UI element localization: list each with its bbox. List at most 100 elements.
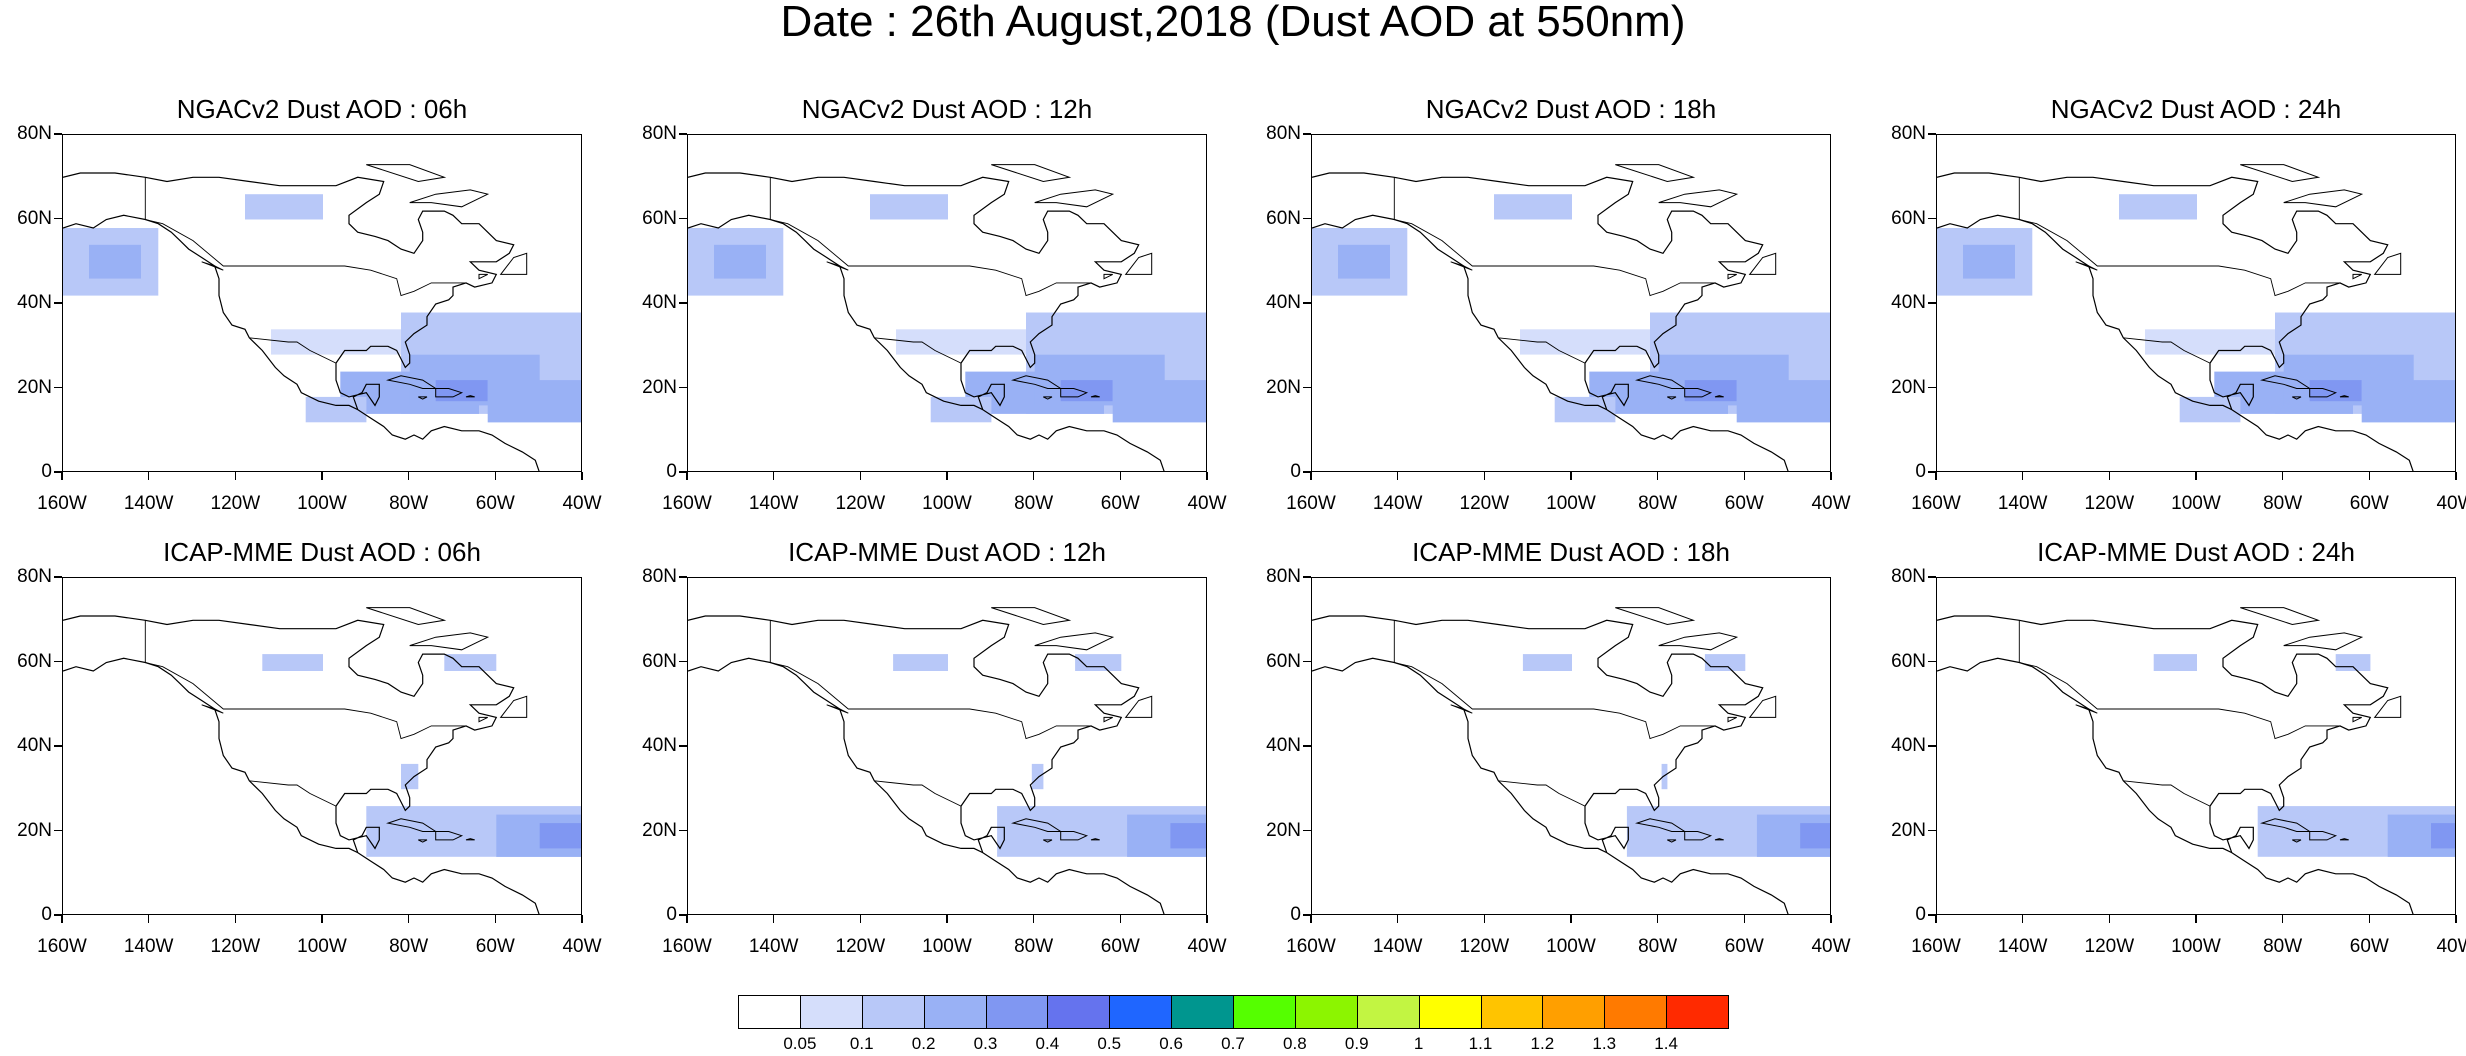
lat-tick-label: 80N xyxy=(1891,566,1926,587)
island-outline xyxy=(1450,261,1473,271)
colorbar-label: 0.5 xyxy=(1097,1034,1122,1053)
panel-title: ICAP-MME Dust AOD : 06h xyxy=(163,537,481,567)
dust-aod-shading xyxy=(1338,244,1390,279)
island-outline xyxy=(499,252,528,275)
island-outline xyxy=(465,395,475,398)
panel-title: NGACv2 Dust AOD : 06h xyxy=(176,94,468,124)
colorbar-swatch xyxy=(1666,995,1729,1029)
lat-tick-mark xyxy=(54,745,62,747)
colorbar-label: 0.6 xyxy=(1159,1034,1183,1053)
lon-tick-label: 160W xyxy=(662,936,712,957)
map-svg xyxy=(63,164,581,471)
lat-tick-mark xyxy=(54,829,62,831)
colorbar-label: 1.1 xyxy=(1468,1034,1493,1053)
colorbar-swatch xyxy=(1356,995,1420,1029)
country-border xyxy=(1498,337,1586,364)
island-outline xyxy=(1060,831,1089,841)
lon-tick-mark xyxy=(1310,472,1312,480)
lat-tick-mark xyxy=(1928,133,1936,135)
lon-tick-mark xyxy=(2455,472,2457,480)
dust-aod-shading xyxy=(2361,380,2455,423)
colorbar-swatch xyxy=(985,995,1049,1029)
lat-tick-mark xyxy=(1928,302,1936,304)
dust-aod-shading xyxy=(870,194,948,220)
lon-tick-label: 80W xyxy=(389,493,429,514)
map-panel: ICAP-MME Dust AOD : 12h 0 20N 40N 60N 80N 160W… xyxy=(642,537,1226,957)
lat-tick-label: 60N xyxy=(1891,207,1926,229)
colorbar-swatch xyxy=(1233,995,1296,1029)
lat-tick-label: 20N xyxy=(17,819,52,841)
island-outline xyxy=(2309,388,2338,398)
map-plot-area xyxy=(1936,577,2456,915)
lat-tick-mark xyxy=(1303,829,1311,831)
lat-tick-mark xyxy=(1928,745,1936,747)
coastline xyxy=(1937,615,2389,853)
dust-aod-shading xyxy=(2119,194,2197,220)
lat-tick-label: 40N xyxy=(1891,292,1926,313)
island-outline xyxy=(1124,695,1153,718)
colorbar-label: 0.9 xyxy=(1344,1034,1369,1053)
map-panel: ICAP-MME Dust AOD : 18h 0 20N 40N 60N 80N 160W… xyxy=(1266,537,1850,957)
country-border xyxy=(1393,620,1715,740)
coastline xyxy=(63,657,540,914)
panel-title: NGACv2 Dust AOD : 12h xyxy=(801,94,1093,124)
coastline xyxy=(1312,657,1789,914)
lat-tick-mark xyxy=(1303,302,1311,304)
lon-tick-label: 60W xyxy=(1724,936,1764,957)
lat-tick-label: 40N xyxy=(1266,735,1301,756)
map-panel: NGACv2 Dust AOD : 12h 0 20N 40N 60N 80N 160W 14… xyxy=(642,94,1226,514)
island-outline xyxy=(1043,839,1053,843)
map-plot-area xyxy=(62,577,582,915)
country-border xyxy=(1393,177,1715,297)
lon-tick-mark xyxy=(407,915,410,923)
lon-tick-label: 100W xyxy=(2171,493,2221,514)
lon-tick-label: 160W xyxy=(1911,493,1961,514)
dust-aod-shading xyxy=(539,823,581,849)
lon-tick-mark xyxy=(2195,472,2197,480)
lon-tick-mark xyxy=(1206,915,1208,923)
lat-tick-mark xyxy=(1303,471,1311,473)
lat-tick-label: 60N xyxy=(17,650,52,672)
lon-tick-mark xyxy=(1483,472,1486,480)
lat-tick-mark xyxy=(1303,386,1311,388)
lon-tick-label: 140W xyxy=(1997,936,2048,957)
lon-tick-label: 40W xyxy=(2436,493,2466,514)
coastline xyxy=(1937,172,2389,410)
lon-tick-label: 100W xyxy=(297,936,347,957)
lon-tick-mark xyxy=(2455,915,2457,923)
island-outline xyxy=(1667,839,1677,843)
island-outline xyxy=(1060,388,1089,398)
lon-tick-mark xyxy=(1032,472,1035,480)
lon-tick-label: 100W xyxy=(922,936,972,957)
island-outline xyxy=(1103,716,1113,723)
island-outline xyxy=(2309,831,2338,841)
lon-tick-mark xyxy=(2108,915,2111,923)
island-outline xyxy=(1684,831,1713,841)
colorbar-swatch xyxy=(1542,995,1606,1029)
dust-aod-shading xyxy=(1112,380,1206,423)
island-outline xyxy=(1034,632,1115,651)
lon-tick-label: 80W xyxy=(1014,936,1054,957)
lat-tick-mark xyxy=(679,217,687,219)
island-outline xyxy=(1090,838,1100,841)
map-panel: NGACv2 Dust AOD : 18h 0 20N 40N 60N 80N 160W 14… xyxy=(1266,94,1850,514)
island-outline xyxy=(1658,632,1739,651)
lat-tick-mark xyxy=(679,302,687,304)
lon-tick-mark xyxy=(686,915,688,923)
dust-aod-shading xyxy=(305,396,367,423)
dust-aod-shading xyxy=(1800,823,1830,849)
country-border xyxy=(769,620,1091,740)
country-border xyxy=(2018,177,2340,297)
lat-tick-label: 0 xyxy=(1290,904,1301,925)
colorbar-label: 1.2 xyxy=(1530,1034,1555,1053)
island-outline xyxy=(2352,273,2362,280)
lon-tick-mark xyxy=(2281,915,2284,923)
island-outline xyxy=(1667,396,1677,400)
island-outline xyxy=(2373,695,2402,718)
lat-tick-label: 60N xyxy=(642,650,677,672)
island-outline xyxy=(2240,164,2321,183)
lat-tick-label: 80N xyxy=(642,566,677,587)
colorbar-label: 1 xyxy=(1413,1034,1424,1053)
lon-tick-label: 160W xyxy=(1911,936,1961,957)
lat-tick-mark xyxy=(679,576,687,578)
